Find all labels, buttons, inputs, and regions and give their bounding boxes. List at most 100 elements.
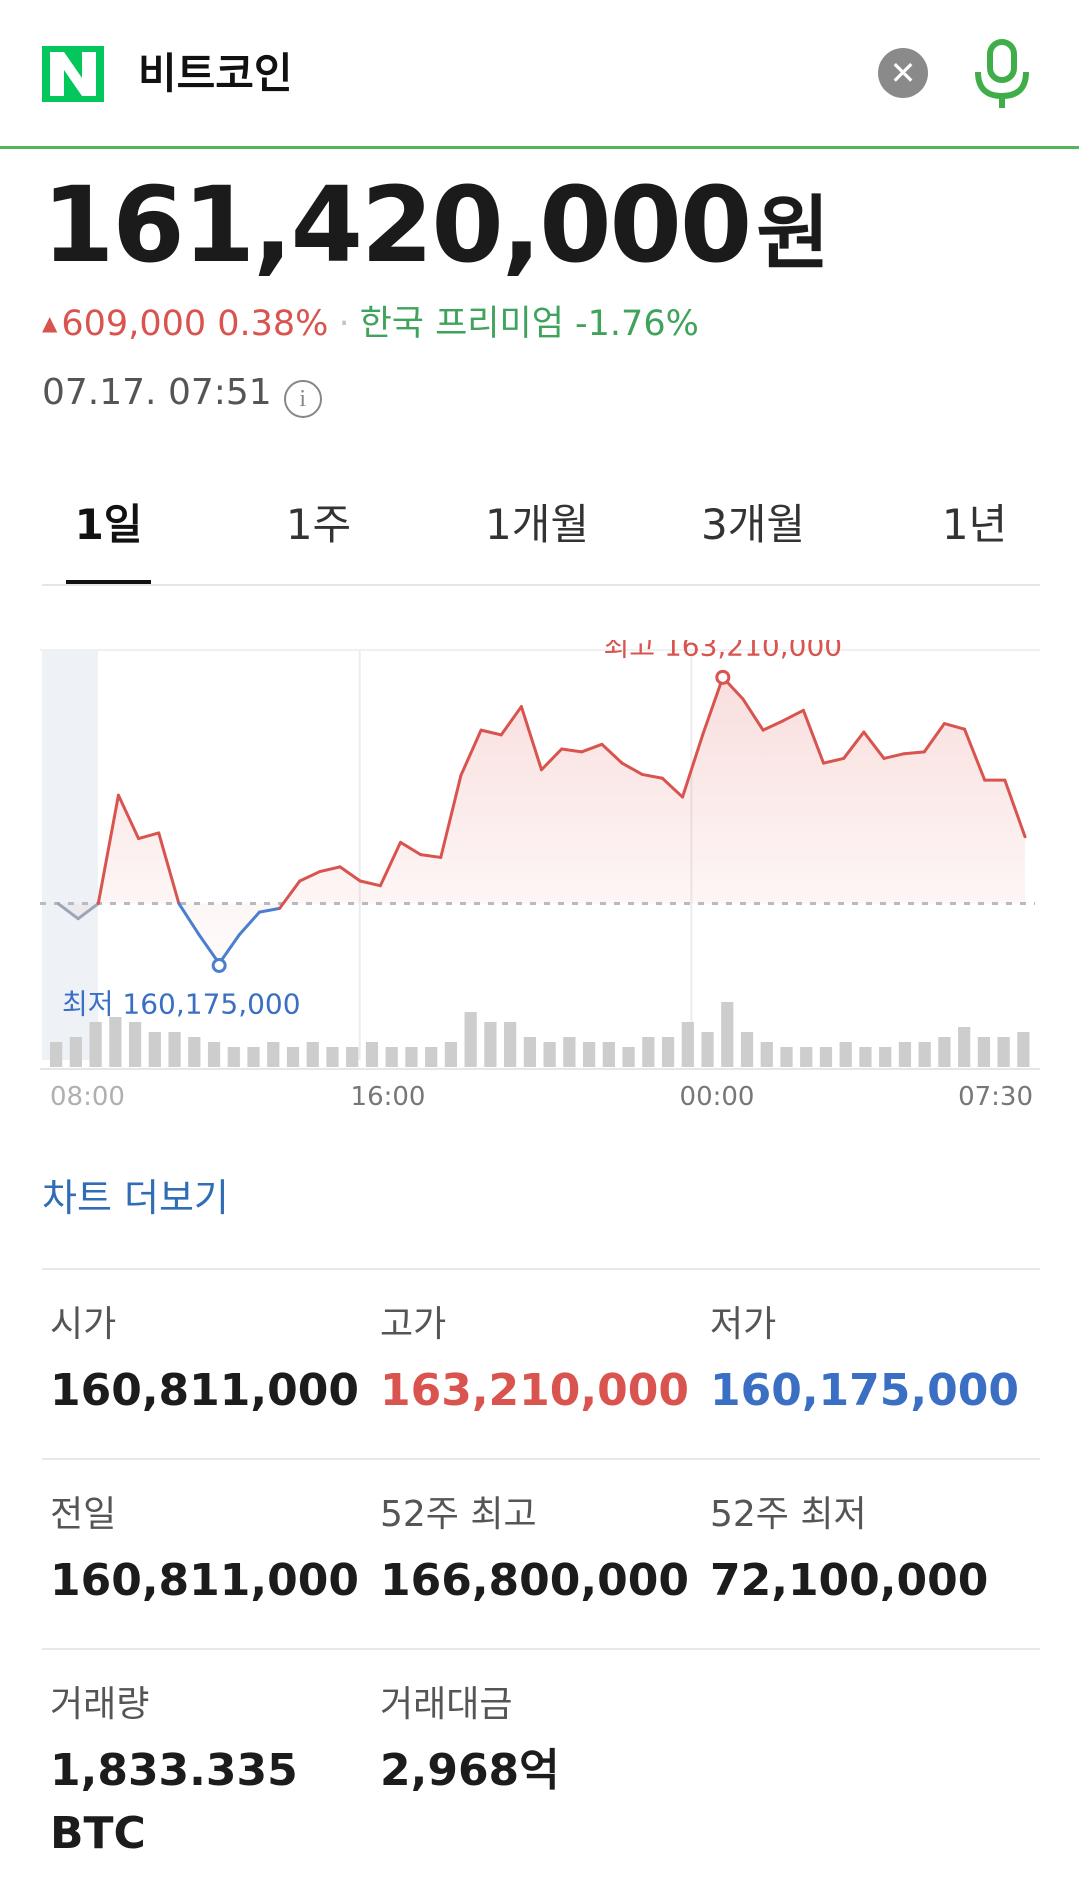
volume-bar <box>740 1032 754 1067</box>
stat-label: 전일 <box>50 1494 117 1535</box>
price-line-segment <box>580 742 604 754</box>
separator-dot: · <box>338 304 350 344</box>
search-query-input[interactable]: 비트코인 <box>138 49 293 98</box>
price-line-segment <box>942 722 967 731</box>
volume-bar <box>602 1042 615 1067</box>
volume-bar <box>879 1047 892 1067</box>
price-line-segment <box>963 727 987 782</box>
price-line-segment <box>116 793 141 841</box>
current-price: 161,420,000원 <box>42 160 830 299</box>
period-tabs: 1일 1주 1개월 3개월 1년 <box>42 492 1040 586</box>
price-change: 609,000 0.38% <box>61 304 329 344</box>
price-line-segment <box>1003 778 1027 839</box>
time-tick-label: 08:00 <box>50 1082 125 1112</box>
price-line-segment <box>660 776 685 799</box>
volume-bar <box>188 1037 201 1067</box>
stat-value: 166,800,000 <box>380 1555 689 1606</box>
price-line-segment <box>761 719 785 732</box>
volume-bar <box>365 1042 379 1067</box>
stat-label: 거래량 <box>50 1684 150 1725</box>
chart-more-link[interactable]: 차트 더보기 <box>42 1176 229 1220</box>
tab-1year[interactable]: 1년 <box>941 500 1008 549</box>
volume-bar <box>977 1037 991 1067</box>
volume-bar <box>523 1037 536 1067</box>
volume-bar <box>464 1012 477 1067</box>
volume-bar <box>938 1037 951 1067</box>
volume-bar <box>425 1047 438 1067</box>
price-line-segment <box>681 733 705 799</box>
stat-value: 72,100,000 <box>710 1555 989 1606</box>
price-line-segment <box>439 773 463 859</box>
volume-bar <box>800 1047 813 1067</box>
volume-bar <box>405 1047 418 1067</box>
volume-bar <box>1017 1032 1030 1067</box>
stat-52w-low: 52주 최저 72,100,000 <box>710 1492 1040 1614</box>
stat-label: 고가 <box>380 1304 447 1345</box>
price-line-segment <box>499 705 523 737</box>
stat-value: 160,811,000 <box>50 1365 359 1416</box>
stat-open: 시가 160,811,000 <box>50 1302 380 1424</box>
price-line-segment <box>801 708 826 765</box>
price-line-segment <box>862 730 886 760</box>
microphone-icon[interactable] <box>972 38 1032 110</box>
price-line-segment <box>540 747 564 772</box>
high-marker <box>715 669 731 685</box>
price-line-segment <box>842 730 866 760</box>
price-unit: 원 <box>756 187 830 280</box>
stat-value: 1,833.335 BTC <box>50 1738 380 1864</box>
volume-bar <box>780 1047 793 1067</box>
price-line-segment <box>902 750 926 756</box>
price-line-segment <box>882 752 906 760</box>
stat-label: 거래대금 <box>380 1684 513 1725</box>
price-line-segment <box>741 697 765 732</box>
price-line-segment <box>560 747 584 754</box>
volume-bar <box>69 1037 82 1067</box>
volume-bar <box>484 1022 497 1067</box>
stat-value: 163,210,000 <box>380 1365 689 1416</box>
volume-bar <box>898 1042 912 1067</box>
price-line-segment <box>378 840 402 888</box>
tab-1day[interactable]: 1일 <box>74 500 143 549</box>
volume-amount: 1,833.335 <box>50 1745 298 1796</box>
volume-bar <box>306 1042 319 1067</box>
volume-bar <box>543 1042 556 1067</box>
price-line-segment <box>237 910 261 937</box>
up-triangle-icon: ▲ <box>42 311 58 335</box>
price-line-segment <box>600 742 624 765</box>
price-line-segment <box>278 879 302 910</box>
time-tick-label: 00:00 <box>680 1082 755 1112</box>
tab-3months[interactable]: 3개월 <box>700 500 805 549</box>
tab-1week[interactable]: 1주 <box>285 500 352 549</box>
price-line-segment <box>197 933 221 965</box>
stat-value: 2,968억 <box>380 1745 560 1796</box>
volume-bar <box>50 1042 63 1067</box>
stats-row: 거래량 1,833.335 BTC 거래대금 2,968억 <box>42 1648 1040 1890</box>
price-timestamp: 07.17. 07:51 i <box>42 370 322 418</box>
price-line-segment <box>781 708 805 723</box>
volume-bar <box>109 1017 122 1067</box>
stats-table: 시가 160,811,000 고가 163,210,000 저가 160,175… <box>42 1268 1040 1890</box>
volume-bar <box>582 1042 596 1067</box>
stat-volume: 거래량 1,833.335 BTC <box>50 1682 380 1864</box>
naver-logo-icon[interactable] <box>42 46 104 102</box>
price-line-segment <box>519 705 543 772</box>
volume-bar <box>207 1042 221 1067</box>
price-line-segment <box>620 761 644 776</box>
info-icon[interactable]: i <box>283 380 322 418</box>
volume-bar <box>89 1022 102 1067</box>
low-label: 최저 160,175,000 <box>62 988 301 1021</box>
stat-prev-close: 전일 160,811,000 <box>50 1492 380 1614</box>
volume-bar <box>247 1047 260 1067</box>
time-tick-label: 07:30 <box>958 1082 1033 1112</box>
price-line-segment <box>137 831 161 841</box>
price-line-segment <box>479 728 503 737</box>
tab-1month[interactable]: 1개월 <box>484 500 589 549</box>
stat-label: 시가 <box>50 1304 117 1345</box>
price-line-segment <box>701 675 725 737</box>
korea-premium[interactable]: 한국 프리미엄 -1.76% <box>359 304 699 344</box>
close-icon[interactable]: ✕ <box>878 48 928 98</box>
stats-row: 전일 160,811,000 52주 최고 166,800,000 52주 최저… <box>42 1458 1040 1648</box>
stat-label: 52주 최저 <box>710 1494 867 1535</box>
stat-label: 저가 <box>710 1304 777 1345</box>
price-chart[interactable]: 최고 163,210,000 최저 160,175,000 08:00 16:00 00… <box>40 629 1040 1120</box>
